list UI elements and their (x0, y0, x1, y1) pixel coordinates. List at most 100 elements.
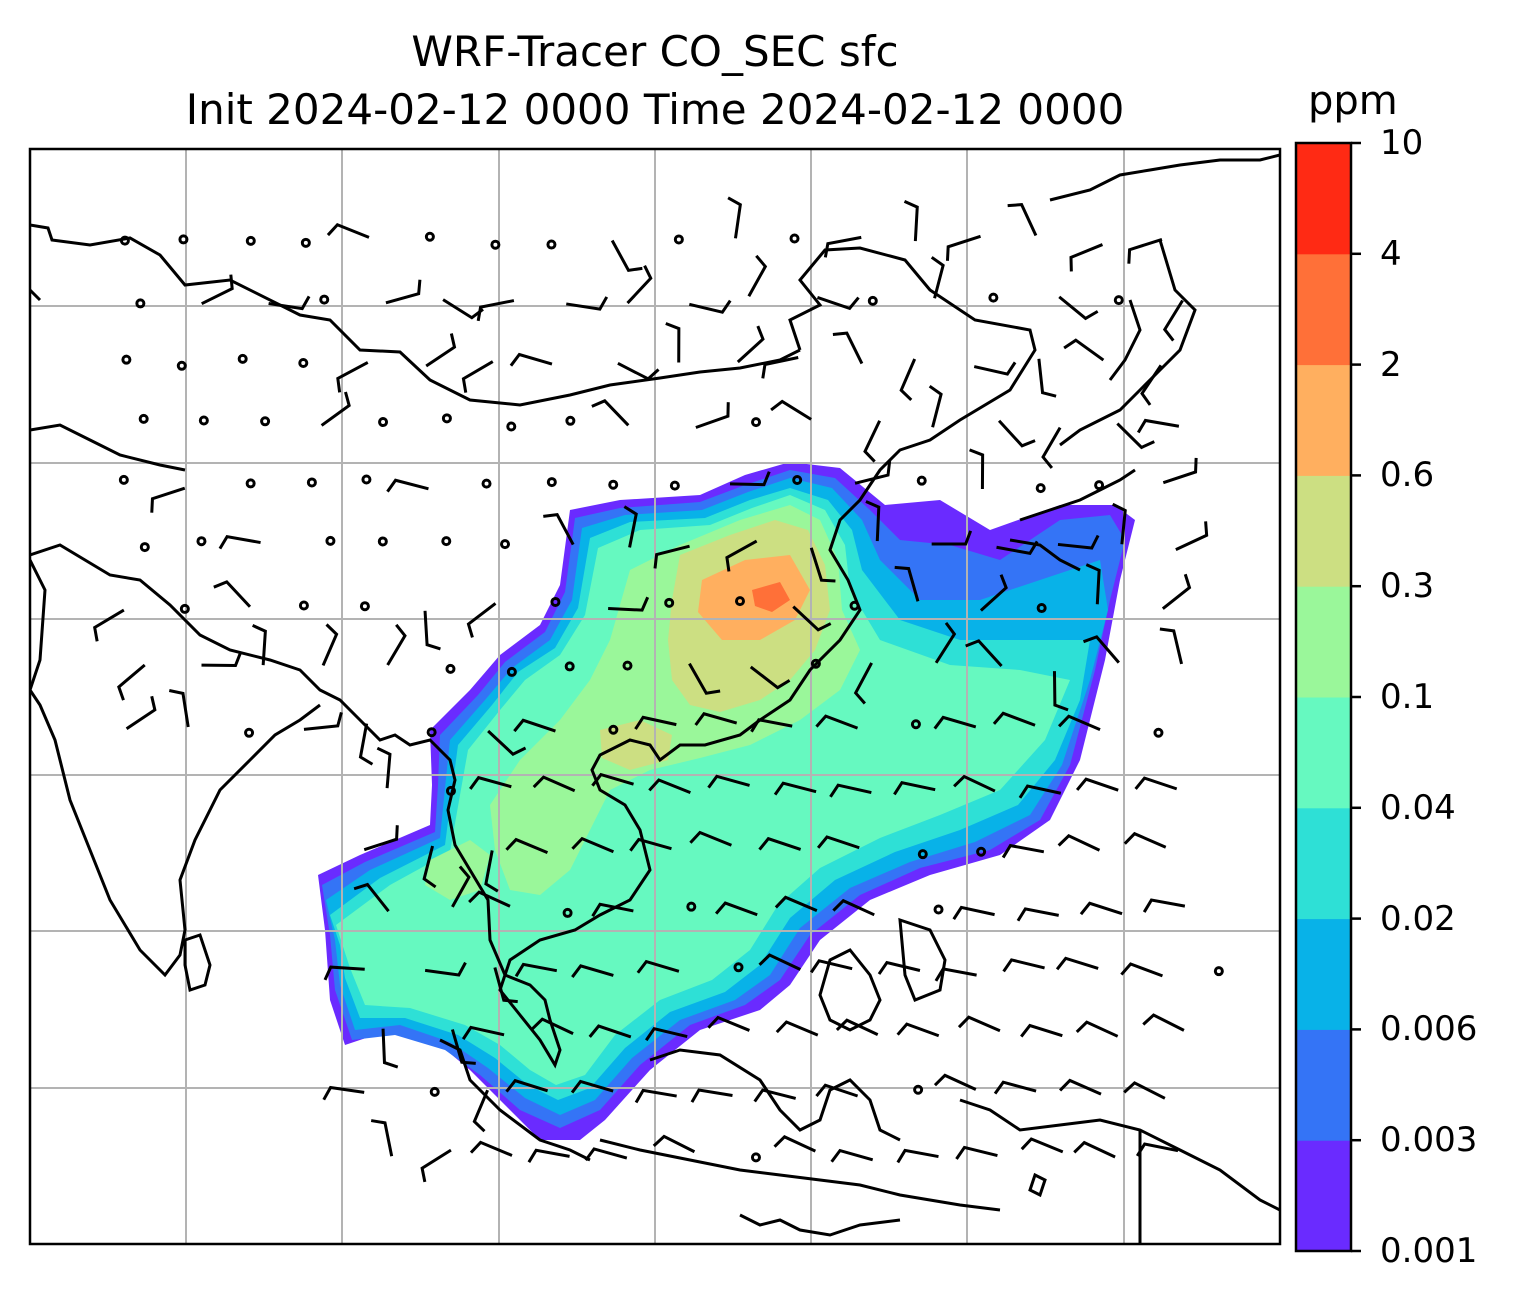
calm-wind-marker (378, 417, 389, 428)
wind-barbs (93, 196, 1224, 1183)
calm-wind-marker (319, 294, 330, 305)
calm-wind-marker (867, 295, 878, 306)
wind-barb (893, 780, 936, 796)
wind-barb (758, 953, 802, 971)
colorbar (1294, 141, 1361, 1253)
calm-wind-marker (424, 231, 435, 242)
wind-barb (252, 624, 267, 666)
colorbar-band (1296, 253, 1351, 366)
wind-barb (809, 959, 853, 974)
calm-wind-marker (237, 353, 248, 364)
wind-barb (571, 964, 614, 978)
wind-barb (591, 399, 630, 427)
wind-barb (505, 837, 549, 855)
wind-barb (969, 448, 985, 489)
calm-wind-marker (490, 239, 501, 250)
wind-barb (461, 1025, 505, 1040)
wind-barb (626, 265, 653, 305)
calm-wind-marker (849, 600, 860, 611)
wind-barb (955, 1145, 998, 1160)
colorbar-level-label: 2 (1380, 344, 1402, 385)
wind-barb (1159, 627, 1184, 665)
calm-wind-marker (196, 536, 207, 547)
wind-barb (714, 901, 758, 917)
colorbar-level-label: 0.04 (1380, 787, 1456, 828)
wind-barb (1162, 457, 1198, 485)
wind-barb (896, 1148, 939, 1164)
wind-barb (809, 547, 836, 583)
wind-barb (853, 662, 873, 705)
wind-barb (461, 360, 494, 393)
wind-barb (218, 534, 261, 550)
calm-wind-marker (789, 233, 800, 244)
calm-wind-marker (198, 415, 209, 426)
wind-barb (832, 898, 875, 917)
wind-barb (965, 639, 1003, 668)
wind-barb (1052, 671, 1069, 712)
colorbar-band (1296, 586, 1351, 698)
wind-barb (472, 1089, 489, 1133)
wind-barb (973, 361, 1017, 376)
calm-wind-marker (792, 474, 803, 485)
wind-barb (815, 714, 859, 730)
calm-wind-marker (664, 597, 675, 608)
wind-barb (493, 967, 518, 1004)
wind-barb (1134, 776, 1178, 791)
calm-wind-marker (506, 666, 517, 677)
calm-wind-marker (429, 1086, 440, 1097)
coastlines (30, 153, 1280, 1244)
wind-barb (1085, 563, 1101, 605)
wind-barb (623, 505, 638, 548)
wind-barb (505, 1078, 549, 1093)
wind-barb (816, 835, 860, 850)
colorbar-level-label: 0.001 (1380, 1231, 1478, 1271)
wind-barb (645, 1026, 688, 1042)
calm-wind-marker (608, 479, 619, 490)
calm-wind-marker (565, 415, 576, 426)
calm-wind-marker (245, 235, 256, 246)
wind-barb (543, 512, 575, 546)
calm-wind-marker (622, 660, 633, 671)
calm-wind-marker (810, 658, 821, 669)
wind-barb (442, 298, 484, 320)
wind-barb (933, 715, 977, 730)
wind-barb (835, 1018, 879, 1036)
wind-barb (761, 356, 799, 379)
wind-barb (934, 967, 977, 982)
wind-barb (468, 890, 511, 908)
wind-barb (201, 274, 234, 306)
wind-barb (727, 196, 742, 239)
calm-wind-marker (118, 474, 129, 485)
wind-barb (571, 836, 615, 854)
calm-wind-marker (546, 239, 557, 250)
wind-barb (1018, 784, 1062, 799)
calm-wind-marker (325, 535, 336, 546)
colorbar-level-label: 4 (1380, 233, 1402, 274)
calm-wind-marker (260, 416, 271, 427)
wind-barb (773, 781, 817, 796)
wind-barb (629, 837, 672, 852)
calm-wind-marker (673, 234, 684, 245)
wind-barb (363, 825, 399, 852)
calm-wind-marker (1094, 480, 1105, 491)
wind-barb (1057, 534, 1100, 550)
wind-barb (688, 299, 732, 314)
wind-barb (863, 420, 882, 463)
wind-barb (1020, 1137, 1064, 1154)
wind-barb (653, 544, 690, 569)
colorbar-band (1296, 1029, 1351, 1141)
calm-wind-marker (1113, 295, 1124, 306)
wind-barb (1002, 958, 1045, 973)
wind-barb (1116, 422, 1155, 450)
wind-barb (707, 774, 750, 789)
wind-barb (422, 845, 437, 889)
wind-barb (1020, 1023, 1063, 1038)
graticule (30, 149, 1280, 1244)
wind-barb (1057, 833, 1101, 852)
wind-barb (323, 965, 365, 981)
wind-barb (321, 623, 339, 667)
wind-barb (774, 895, 818, 912)
calm-wind-marker (976, 846, 987, 857)
wind-barb (1142, 898, 1186, 913)
colorbar-level-label: 0.3 (1380, 566, 1435, 607)
